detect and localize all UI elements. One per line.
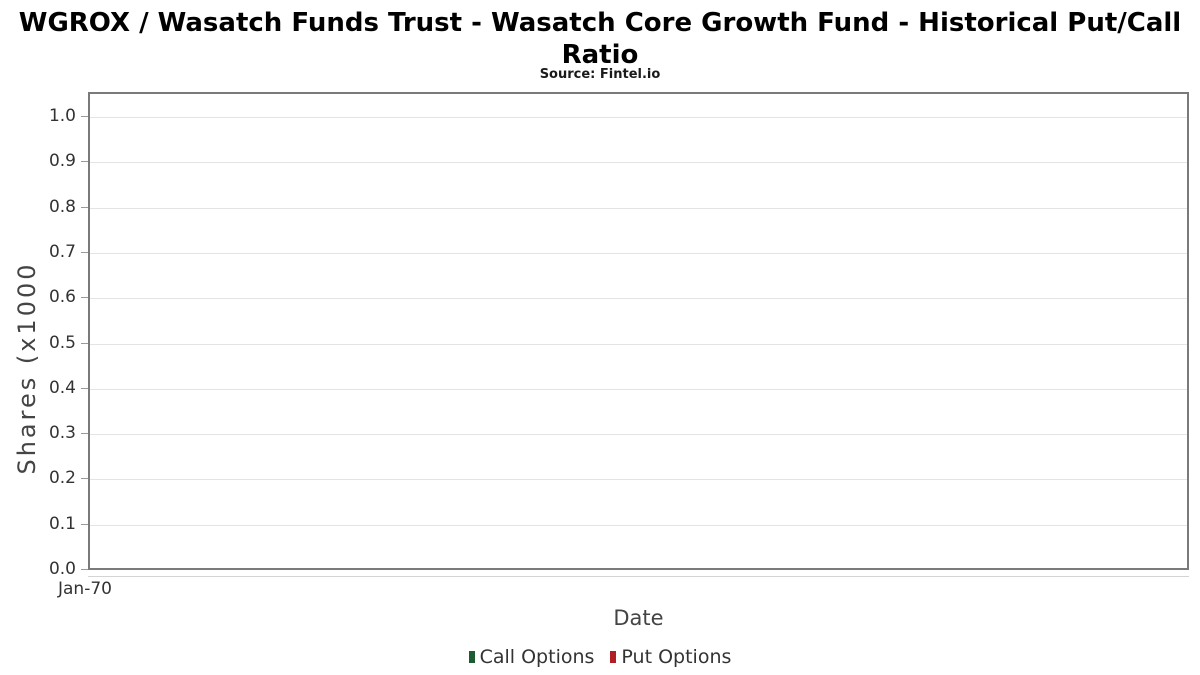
plot-area	[88, 92, 1189, 570]
y-tick-label-0.3: 0.3	[48, 423, 76, 444]
y-tick-label-0.0: 0.0	[48, 559, 76, 579]
chart-title-line-1: WGROX / Wasatch Funds Trust - Wasatch Co…	[18, 8, 1182, 38]
legend-item-call-options[interactable]: Call Options	[468, 646, 595, 668]
y-tick-mark-1.0	[81, 116, 88, 117]
gridline-0.6	[90, 298, 1187, 300]
put-options-legend-label: Put Options	[621, 646, 732, 668]
gridline-0.3	[90, 434, 1187, 436]
y-tick-mark-0.6	[81, 297, 88, 299]
y-tick-mark-0.3	[81, 433, 88, 435]
y-tick-mark-0.4	[81, 387, 88, 389]
x-tick-label: Jan-70	[58, 579, 112, 599]
y-tick-label-0.1: 0.1	[48, 513, 76, 534]
y-tick-label-0.5: 0.5	[48, 332, 76, 353]
y-tick-mark-0.5	[81, 342, 88, 344]
x-axis-title: Date	[613, 606, 664, 630]
y-tick-label-0.2: 0.2	[48, 468, 76, 489]
y-axis-title: Shares (x1000	[13, 261, 41, 475]
gridline-0.4	[90, 388, 1187, 390]
legend-item-put-options[interactable]: Put Options	[610, 646, 731, 668]
x-axis-baseline	[88, 576, 1189, 577]
chart-title-line-2: Ratio	[561, 40, 639, 70]
y-tick-label-0.4: 0.4	[48, 377, 76, 398]
call-options-legend-label: Call Options	[479, 646, 595, 668]
y-tick-label-0.9: 0.9	[48, 151, 76, 172]
chart-title: WGROX / Wasatch Funds Trust - Wasatch Co…	[0, 7, 1200, 71]
gridline-0.7	[90, 252, 1187, 254]
gridline-0.8	[90, 207, 1187, 209]
y-tick-label-1.0: 1.0	[48, 106, 76, 126]
gridline-0.1	[90, 524, 1187, 526]
y-tick-label-0.8: 0.8	[48, 196, 76, 217]
y-tick-mark-0.7	[81, 251, 88, 253]
chart-source-label: Source: Fintel.io	[539, 67, 661, 82]
legend: Call Options Put Options	[0, 646, 1200, 668]
put-options-legend-marker-icon	[610, 651, 617, 663]
gridline-0.9	[90, 162, 1187, 164]
gridline-1.0	[90, 117, 1187, 118]
call-options-legend-marker-icon	[468, 651, 475, 663]
y-tick-mark-0.0	[81, 569, 88, 570]
gridline-0.2	[90, 479, 1187, 481]
y-tick-mark-0.2	[81, 478, 88, 480]
y-tick-mark-0.9	[81, 161, 88, 163]
y-tick-label-0.7: 0.7	[48, 241, 76, 262]
y-tick-label-0.6: 0.6	[48, 287, 76, 308]
y-tick-mark-0.8	[81, 206, 88, 208]
y-tick-mark-0.1	[81, 523, 88, 525]
gridline-0.5	[90, 343, 1187, 345]
